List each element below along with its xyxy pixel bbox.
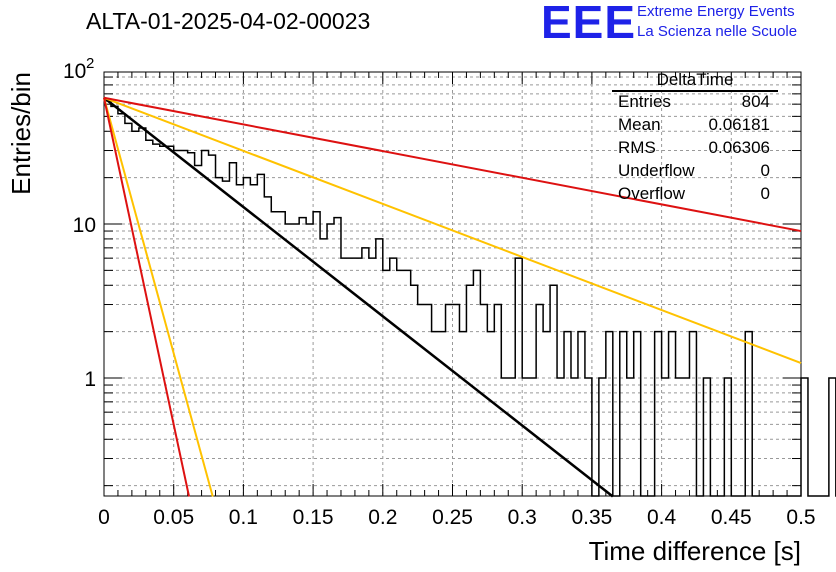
y-tick-label: 10	[63, 60, 86, 83]
y-tick-label: 1	[84, 368, 96, 391]
eee-logo-mark: EEE	[541, 0, 637, 48]
stat-label: RMS	[618, 138, 656, 157]
histogram	[104, 100, 836, 497]
stat-value: 0	[760, 184, 770, 203]
stat-row-underflow: Underflow 0	[618, 161, 770, 181]
logo-line-1: Extreme Energy Events	[637, 3, 795, 20]
stat-label: Entries	[618, 92, 671, 111]
fit-line	[103, 97, 214, 497]
x-tick-label: 0.1	[229, 506, 258, 529]
stat-label: Overflow	[618, 184, 686, 203]
y-tick-label: 10	[73, 214, 96, 237]
run-title: ALTA-01-2025-04-02-00023	[86, 8, 371, 34]
stat-label: Mean	[618, 115, 661, 134]
fit-line	[103, 97, 191, 497]
fit-line	[103, 96, 802, 233]
x-tick-labels: 0 0.05 0.1 0.15 0.2 0.25 0.3 0.35 0.4 0.45 0.5	[98, 506, 815, 529]
x-tick-label: 0.3	[508, 506, 537, 529]
stat-value: 0.06306	[708, 138, 770, 157]
x-tick-label: 0.15	[293, 506, 334, 529]
stat-row-mean: Mean 0.06181	[618, 115, 770, 135]
x-tick-label: 0	[98, 506, 110, 529]
stat-row-rms: RMS 0.06306	[618, 138, 770, 158]
eee-logo: EEE Extreme Energy Events La Scienza nel…	[541, 0, 831, 48]
x-tick-label: 0.4	[647, 506, 677, 529]
x-tick-label: 0.2	[368, 506, 397, 529]
y-tick-exponent: 2	[86, 55, 94, 72]
x-tick-label: 0.05	[153, 506, 194, 529]
y-axis-label: Entries/bin	[6, 72, 36, 195]
axis-ticks	[103, 72, 802, 496]
x-tick-label: 0.45	[711, 506, 752, 529]
x-tick-label: 0.5	[786, 506, 815, 529]
fit-line	[103, 96, 614, 498]
stat-label: Underflow	[618, 161, 695, 180]
x-axis-label: Time difference [s]	[589, 536, 801, 566]
stats-title: DeltaTime	[656, 70, 734, 89]
stat-value: 0	[760, 161, 770, 180]
logo-line-2: La Scienza nelle Scuole	[637, 23, 798, 40]
x-tick-label: 0.25	[432, 506, 473, 529]
stat-row-overflow: Overflow 0	[618, 184, 770, 204]
stats-box: DeltaTime Entries 804 Mean 0.06181 RMS 0…	[612, 70, 778, 210]
fit-lines	[103, 96, 802, 498]
fit-line	[103, 96, 802, 365]
stat-value: 804	[741, 92, 770, 111]
stat-value: 0.06181	[708, 115, 770, 134]
histogram-outline	[104, 100, 836, 497]
stats-divider	[612, 90, 778, 92]
stat-row-entries: Entries 804	[618, 92, 770, 112]
x-tick-label: 0.35	[571, 506, 612, 529]
